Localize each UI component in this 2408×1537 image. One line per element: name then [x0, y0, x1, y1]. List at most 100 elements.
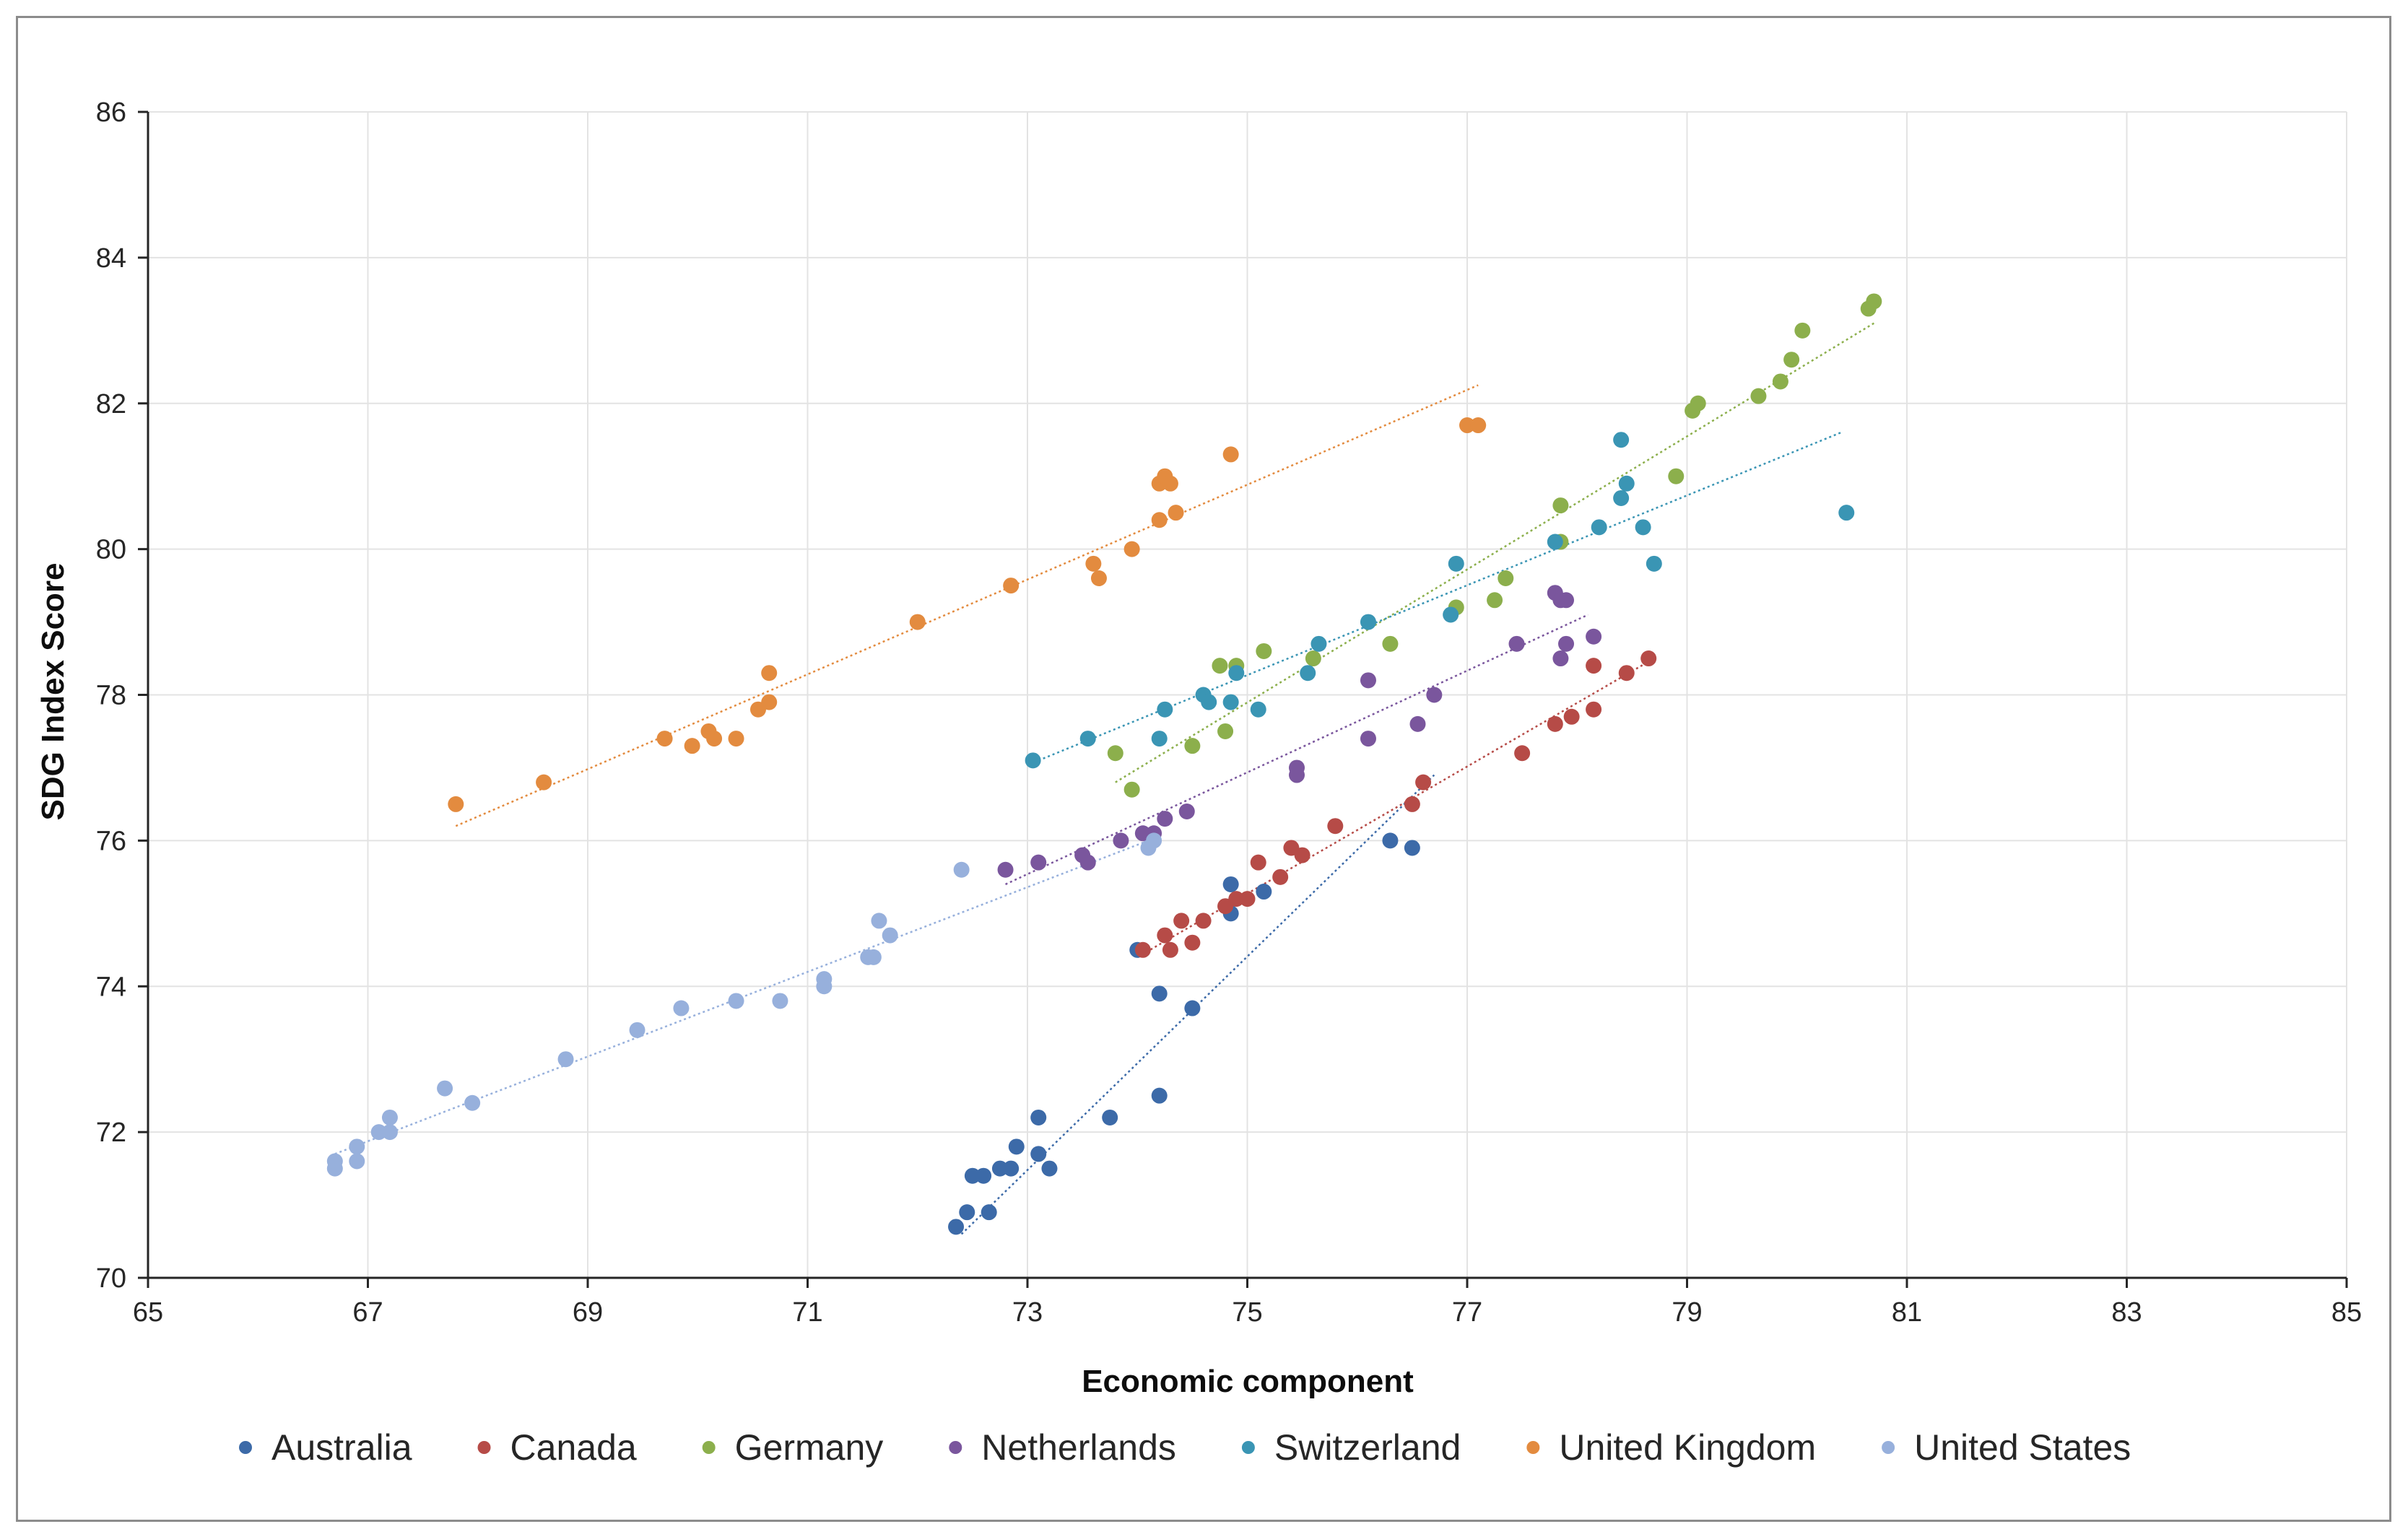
legend: Australia Canada Germany Netherlands Switzer…: [239, 1427, 2131, 1468]
point-united-states-5: [381, 1124, 398, 1141]
x-tick-label-79: 79: [1672, 1297, 1702, 1328]
point-united-states-8: [464, 1094, 481, 1111]
legend-marker-united-kingdom: [1526, 1441, 1540, 1454]
point-united-states-4: [370, 1124, 387, 1141]
legend-marker-united-states: [1882, 1441, 1895, 1454]
point-united-kingdom-9: [761, 665, 778, 682]
y-tick-label-86: 86: [96, 97, 126, 128]
point-australia-0: [948, 1219, 965, 1235]
point-switzerland-0: [1025, 752, 1041, 769]
point-australia-17: [1222, 876, 1239, 892]
point-germany-8: [1382, 635, 1399, 652]
point-united-kingdom-0: [448, 796, 464, 812]
legend-label-switzerland: Switzerland: [1274, 1427, 1461, 1468]
point-united-kingdom-6: [728, 731, 744, 747]
series-netherlands: [997, 585, 1602, 878]
series-australia: [948, 832, 1420, 1235]
point-canada-17: [1547, 715, 1563, 732]
point-canada-22: [1640, 650, 1657, 667]
point-switzerland-8: [1250, 701, 1266, 718]
y-tick-label-82: 82: [96, 389, 126, 419]
point-united-states-7: [437, 1080, 453, 1097]
y-tick-label-76: 76: [96, 826, 126, 856]
point-united-kingdom-8: [761, 694, 778, 710]
point-australia-6: [1003, 1160, 1020, 1177]
point-switzerland-3: [1157, 701, 1173, 718]
point-germany-2: [1184, 738, 1201, 754]
legend-label-netherlands: Netherlands: [981, 1427, 1176, 1468]
point-switzerland-5: [1201, 694, 1217, 710]
point-united-states-13: [772, 993, 788, 1009]
point-netherlands-11: [1360, 731, 1376, 747]
point-united-kingdom-20: [1222, 446, 1239, 463]
point-germany-3: [1217, 723, 1234, 739]
point-netherlands-13: [1409, 715, 1426, 732]
point-canada-14: [1404, 796, 1420, 812]
trendline-germany: [1115, 322, 1874, 783]
point-germany-10: [1487, 592, 1503, 609]
point-germany-14: [1668, 468, 1685, 484]
point-united-kingdom-19: [1168, 505, 1184, 521]
x-tick-label-75: 75: [1232, 1297, 1262, 1328]
point-netherlands-18: [1558, 592, 1575, 609]
point-germany-0: [1123, 781, 1140, 798]
x-tick-label-71: 71: [792, 1297, 822, 1328]
point-germany-4: [1212, 658, 1228, 674]
point-germany-16: [1690, 395, 1706, 412]
point-germany-22: [1866, 293, 1882, 310]
legend-label-canada: Canada: [510, 1427, 637, 1468]
legend-marker-australia: [239, 1441, 252, 1454]
point-switzerland-19: [1635, 519, 1651, 536]
point-netherlands-20: [1558, 635, 1575, 652]
point-australia-3: [964, 1167, 981, 1184]
y-tick-label-72: 72: [96, 1118, 126, 1148]
point-united-states-1: [326, 1153, 343, 1170]
point-canada-15: [1415, 774, 1432, 791]
point-united-states-12: [728, 993, 744, 1009]
point-australia-12: [1151, 1087, 1168, 1104]
legend-item-switzerland: Switzerland: [1241, 1427, 1461, 1468]
point-australia-7: [1008, 1138, 1025, 1155]
point-australia-9: [1041, 1160, 1058, 1177]
point-germany-6: [1256, 643, 1272, 659]
legend-item-united-kingdom: United Kingdom: [1526, 1427, 1816, 1468]
point-germany-13: [1552, 497, 1569, 514]
point-australia-2: [981, 1204, 997, 1221]
point-united-kingdom-14: [1123, 541, 1140, 557]
point-netherlands-7: [1157, 811, 1173, 827]
point-canada-7: [1228, 891, 1245, 907]
point-united-kingdom-1: [536, 774, 552, 791]
x-tick-label-65: 65: [133, 1297, 163, 1328]
point-germany-17: [1750, 388, 1767, 404]
point-switzerland-21: [1838, 505, 1855, 521]
point-switzerland-10: [1311, 635, 1327, 652]
point-canada-12: [1294, 847, 1311, 863]
x-axis-title: Economic component: [1082, 1364, 1414, 1399]
point-united-states-15: [816, 971, 833, 988]
point-united-states-3: [349, 1138, 365, 1155]
point-australia-11: [1102, 1109, 1118, 1125]
point-netherlands-4: [1113, 832, 1129, 849]
x-tick-label-73: 73: [1012, 1297, 1043, 1328]
point-switzerland-2: [1151, 731, 1168, 747]
point-united-states-19: [882, 927, 898, 944]
point-germany-1: [1107, 745, 1123, 762]
point-united-kingdom-5: [706, 731, 723, 747]
point-switzerland-9: [1300, 665, 1316, 682]
point-netherlands-3: [1079, 854, 1096, 871]
chart-frame: [16, 16, 2391, 1522]
legend-marker-canada: [477, 1441, 491, 1454]
series-canada: [1134, 650, 1657, 958]
trendline-canada: [1136, 657, 1655, 958]
point-australia-19: [1382, 832, 1399, 849]
point-canada-19: [1586, 701, 1602, 718]
point-switzerland-17: [1613, 432, 1630, 448]
point-switzerland-6: [1222, 694, 1239, 710]
point-switzerland-18: [1618, 475, 1635, 492]
point-canada-3: [1173, 913, 1190, 929]
point-netherlands-15: [1508, 635, 1525, 652]
trendline-united-kingdom: [455, 384, 1479, 827]
point-united-states-17: [865, 949, 882, 965]
point-canada-16: [1514, 745, 1531, 762]
point-netherlands-8: [1178, 804, 1195, 819]
